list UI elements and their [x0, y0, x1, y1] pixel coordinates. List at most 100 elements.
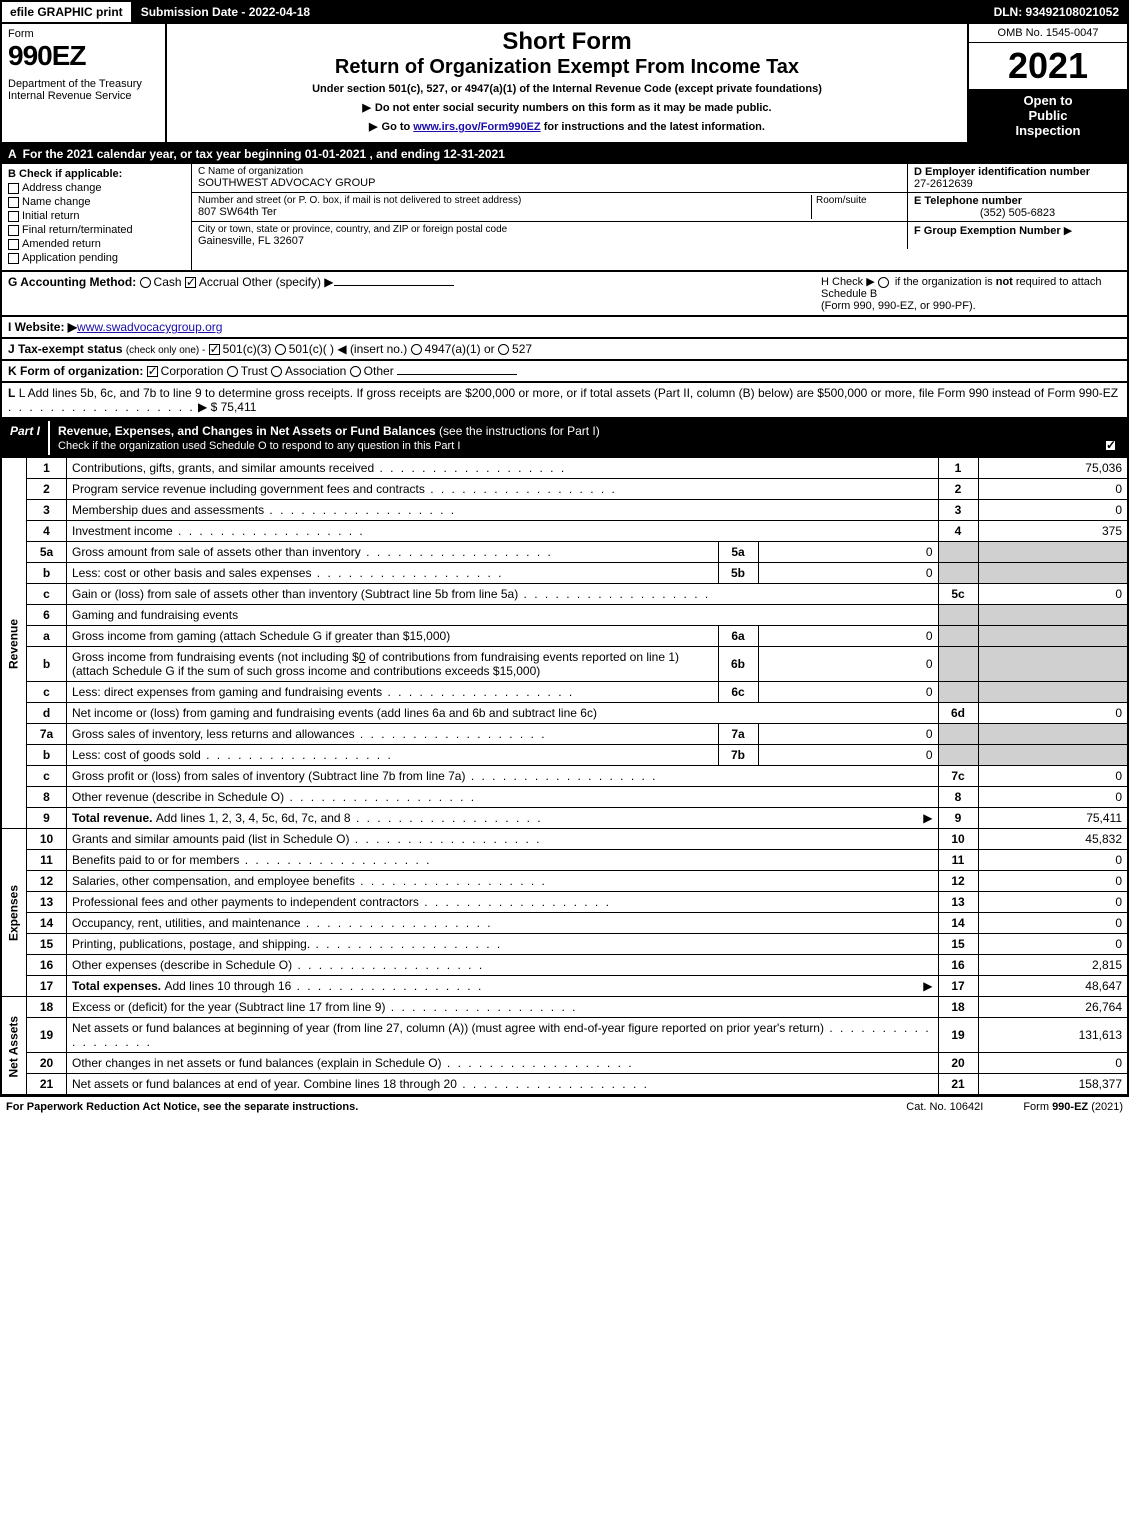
l-amount: $ 75,411: [211, 400, 257, 414]
row-g-h: G Accounting Method: Cash Accrual Other …: [0, 272, 1129, 317]
l5b-subamt: 0: [758, 563, 938, 584]
row-a-letter: A: [8, 147, 17, 161]
section-c-city: City or town, state or province, country…: [192, 222, 907, 249]
row-j: J Tax-exempt status (check only one) - 5…: [0, 339, 1129, 361]
section-c-addr: Number and street (or P. O. box, if mail…: [192, 193, 907, 221]
check-amended[interactable]: [8, 239, 19, 250]
l1-desc: Contributions, gifts, grants, and simila…: [72, 461, 374, 475]
header-left: Form 990EZ Department of the Treasury In…: [2, 24, 167, 142]
l18-amt: 26,764: [978, 997, 1128, 1018]
l11-amt: 0: [978, 850, 1128, 871]
check-schedule-o[interactable]: [1105, 440, 1116, 451]
section-b: B Check if applicable: Address change Na…: [2, 164, 192, 270]
part-1-tag: Part I: [2, 421, 50, 455]
l17-amt: 48,647: [978, 976, 1128, 997]
footer-right: Form 990-EZ (2021): [1023, 1101, 1123, 1113]
irs-link[interactable]: www.irs.gov/Form990EZ: [413, 121, 540, 133]
c-name-label: C Name of organization: [198, 166, 901, 177]
l4-amt: 375: [978, 521, 1128, 542]
section-e: E Telephone number (352) 505-6823: [907, 193, 1127, 221]
l4-num: 4: [938, 521, 978, 542]
line-20: 20Other changes in net assets or fund ba…: [1, 1053, 1128, 1074]
check-accrual[interactable]: [185, 277, 196, 288]
l13-amt: 0: [978, 892, 1128, 913]
form-header: Form 990EZ Department of the Treasury In…: [0, 24, 1129, 144]
line-17: 17Total expenses. Add lines 10 through 1…: [1, 976, 1128, 997]
j-opt2: 501(c)( ) ◀ (insert no.): [289, 342, 408, 356]
k-trust: Trust: [241, 364, 268, 378]
check-name-change[interactable]: [8, 197, 19, 208]
street-address: 807 SW64th Ter: [198, 206, 811, 218]
opt-amended: Amended return: [22, 238, 101, 250]
line-9: 9Total revenue. Add lines 1, 2, 3, 4, 5c…: [1, 808, 1128, 829]
check-501c3[interactable]: [209, 344, 220, 355]
l15-desc: Printing, publications, postage, and shi…: [72, 937, 310, 951]
omb-number: OMB No. 1545-0047: [969, 24, 1127, 43]
k-assoc: Association: [285, 364, 346, 378]
radio-501c[interactable]: [275, 344, 286, 355]
netassets-vlabel: Net Assets: [1, 997, 27, 1096]
city-label: City or town, state or province, country…: [198, 224, 901, 235]
l7b-sub: 7b: [718, 745, 758, 766]
l19-desc: Net assets or fund balances at beginning…: [72, 1021, 824, 1035]
line-10: Expenses 10Grants and similar amounts pa…: [1, 829, 1128, 850]
irs-label: Internal Revenue Service: [8, 90, 159, 102]
line-6: 6Gaming and fundraising events: [1, 605, 1128, 626]
l4-desc: Investment income: [72, 524, 173, 538]
l17-desc2: Add lines 10 through 16: [164, 979, 291, 993]
i-label: I Website: ▶: [8, 320, 77, 334]
l5b-desc: Less: cost or other basis and sales expe…: [72, 566, 311, 580]
radio-assoc[interactable]: [271, 366, 282, 377]
l6b-subamt: 0: [758, 647, 938, 682]
opt-accrual: Accrual: [199, 275, 239, 289]
f-label: F Group Exemption Number: [914, 225, 1061, 237]
row-k: K Form of organization: Corporation Trus…: [0, 361, 1129, 383]
org-name: SOUTHWEST ADVOCACY GROUP: [198, 177, 901, 189]
k-other-input[interactable]: [397, 374, 517, 375]
l21-desc: Net assets or fund balances at end of ye…: [72, 1077, 457, 1091]
l13-desc: Professional fees and other payments to …: [72, 895, 419, 909]
tax-year: 2021: [969, 43, 1127, 89]
l7a-subamt: 0: [758, 724, 938, 745]
l14-num: 14: [938, 913, 978, 934]
radio-4947[interactable]: [411, 344, 422, 355]
h-not: not: [996, 276, 1013, 288]
check-corp[interactable]: [147, 366, 158, 377]
l2-desc: Program service revenue including govern…: [72, 482, 425, 496]
check-address-change[interactable]: [8, 183, 19, 194]
l5c-num: 5c: [938, 584, 978, 605]
l19-amt: 131,613: [978, 1018, 1128, 1053]
l8-desc: Other revenue (describe in Schedule O): [72, 790, 284, 804]
radio-527[interactable]: [498, 344, 509, 355]
insp-3: Inspection: [971, 123, 1125, 138]
l7b-desc: Less: cost of goods sold: [72, 748, 201, 762]
l7c-amt: 0: [978, 766, 1128, 787]
opt-other: Other (specify) ▶: [242, 275, 333, 289]
website-link[interactable]: www.swadvocacygroup.org: [77, 320, 222, 334]
l12-amt: 0: [978, 871, 1128, 892]
check-initial[interactable]: [8, 211, 19, 222]
check-final[interactable]: [8, 225, 19, 236]
header-mid: Short Form Return of Organization Exempt…: [167, 24, 967, 142]
l18-num: 18: [938, 997, 978, 1018]
section-f: F Group Exemption Number ▶: [907, 222, 1127, 249]
l8-amt: 0: [978, 787, 1128, 808]
section-b-to-f: B Check if applicable: Address change Na…: [0, 164, 1129, 272]
subtitle-section: Under section 501(c), 527, or 4947(a)(1)…: [173, 83, 961, 95]
check-pending[interactable]: [8, 253, 19, 264]
open-to-public: Open to Public Inspection: [969, 89, 1127, 142]
f-arrow: ▶: [1064, 225, 1072, 237]
l6d-num: 6d: [938, 703, 978, 724]
radio-h[interactable]: [878, 277, 889, 288]
other-input[interactable]: [334, 285, 454, 286]
l17-num: 17: [938, 976, 978, 997]
subtitle-goto: Go to www.irs.gov/Form990EZ for instruct…: [173, 120, 961, 133]
line-4: 4Investment income4375: [1, 521, 1128, 542]
radio-trust[interactable]: [227, 366, 238, 377]
radio-other-org[interactable]: [350, 366, 361, 377]
line-15: 15Printing, publications, postage, and s…: [1, 934, 1128, 955]
radio-cash[interactable]: [140, 277, 151, 288]
dept-treasury: Department of the Treasury: [8, 78, 159, 90]
l7c-desc: Gross profit or (loss) from sales of inv…: [72, 769, 465, 783]
h-text1: H Check ▶: [821, 276, 875, 288]
